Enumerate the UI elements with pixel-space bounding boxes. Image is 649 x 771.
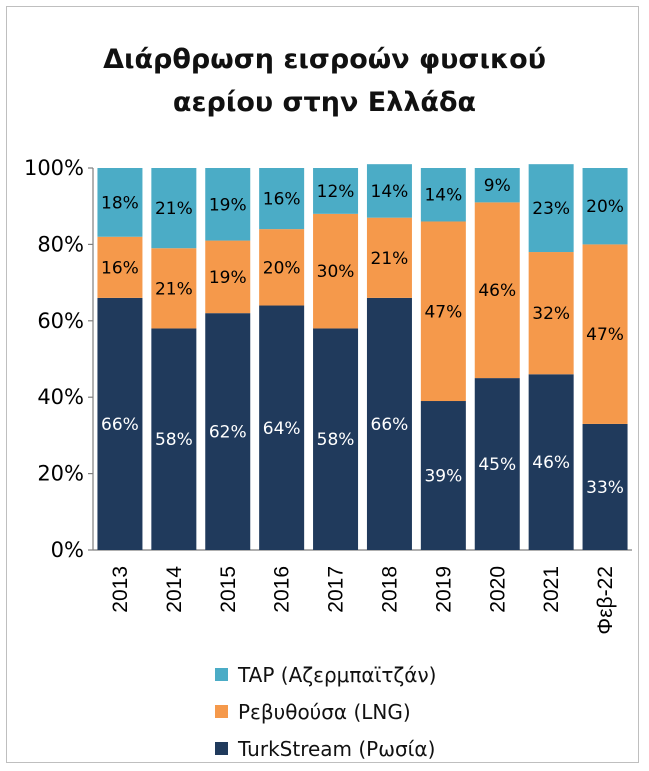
data-label: 46% (478, 281, 516, 301)
data-label: 19% (209, 195, 247, 215)
data-label: 45% (478, 455, 516, 475)
data-label: 21% (155, 279, 193, 299)
bar-segment (205, 313, 251, 550)
chart-title-line-1: Διάρθρωση εισροών φυσικού (103, 44, 546, 75)
bar-segment (259, 229, 305, 306)
bar-segment (259, 305, 305, 550)
bar-segment (420, 168, 466, 222)
data-label: 14% (371, 182, 409, 202)
data-label: 39% (424, 467, 462, 487)
legend-item: TAP (Αζερμπαϊτζάν) (215, 656, 436, 693)
data-label: 20% (263, 258, 301, 278)
bar-segment (528, 164, 574, 253)
data-label: 66% (371, 415, 409, 435)
bar-segment (420, 221, 466, 402)
bar-segment (366, 164, 412, 218)
data-label: 18% (101, 193, 139, 213)
data-label: 21% (155, 199, 193, 219)
x-tick-label: 2016 (271, 566, 294, 613)
legend-label: Ρεβυθούσα (LNG) (238, 699, 411, 724)
data-label: 14% (424, 186, 462, 206)
data-label: 30% (317, 262, 355, 282)
bar-segment (528, 252, 574, 375)
data-label: 66% (101, 415, 139, 435)
legend-swatch (215, 705, 228, 718)
data-label: 47% (586, 325, 624, 345)
x-tick-label: 2015 (217, 566, 240, 613)
chart-title: Διάρθρωση εισροών φυσικού αερίου στην Ελ… (0, 38, 649, 124)
bar-segment (420, 401, 466, 550)
bar-segment (97, 168, 143, 237)
y-tick-label: 0% (51, 538, 84, 562)
data-label: 64% (263, 419, 301, 439)
bar-segment (474, 378, 520, 550)
x-tick-label: 2019 (432, 566, 455, 613)
bar-segment (97, 297, 143, 550)
bar-segment (528, 374, 574, 550)
y-tick-label: 40% (37, 385, 84, 409)
bar-segment (97, 236, 143, 298)
legend-label: TurkStream (Ρωσία) (238, 736, 436, 761)
bar-segment (582, 423, 628, 550)
data-label: 9% (484, 176, 511, 196)
bar-segment (313, 213, 359, 329)
data-label: 20% (586, 197, 624, 217)
bar-segment (474, 202, 520, 379)
legend-swatch (215, 668, 228, 681)
bar-segment (313, 168, 359, 214)
chart-title-line-2: αερίου στην Ελλάδα (172, 87, 477, 118)
data-label: 12% (317, 182, 355, 202)
x-tick-label: 2014 (163, 566, 186, 613)
x-tick-label: 2018 (378, 566, 401, 613)
x-tick-label: 2021 (540, 566, 563, 613)
bar-segment (366, 297, 412, 550)
legend-item: TurkStream (Ρωσία) (215, 730, 436, 767)
y-tick-label: 20% (37, 462, 84, 486)
y-tick-label: 100% (24, 156, 84, 180)
data-label: 58% (317, 430, 355, 450)
bar-segment (151, 328, 197, 550)
bar-segment (582, 244, 628, 424)
data-label: 23% (532, 199, 570, 219)
x-tick-label: Φεβ-22 (594, 566, 617, 635)
bar-segment (366, 217, 412, 298)
data-label: 21% (371, 249, 409, 269)
data-label: 19% (209, 268, 247, 288)
bar-segment (151, 248, 197, 329)
data-label: 46% (532, 453, 570, 473)
data-label: 32% (532, 304, 570, 324)
bar-segment (151, 168, 197, 249)
data-label: 16% (263, 190, 301, 210)
bar-segment (259, 168, 305, 230)
legend-swatch (215, 742, 228, 755)
data-label: 58% (155, 430, 193, 450)
x-tick-label: 2020 (486, 566, 509, 613)
bar-segment (313, 328, 359, 550)
bar-segment (205, 240, 251, 314)
data-label: 62% (209, 423, 247, 443)
x-tick-label: 2017 (325, 566, 348, 613)
data-label: 16% (101, 258, 139, 278)
data-label: 33% (586, 478, 624, 498)
legend-label: TAP (Αζερμπαϊτζάν) (238, 662, 437, 687)
data-label: 47% (424, 302, 462, 322)
bar-segment (205, 168, 251, 241)
x-tick-label: 2013 (109, 566, 132, 613)
y-tick-label: 80% (37, 232, 84, 256)
legend-item: Ρεβυθούσα (LNG) (215, 693, 436, 730)
chart-legend: TAP (Αζερμπαϊτζάν) Ρεβυθούσα (LNG) TurkStr… (215, 656, 436, 767)
y-tick-label: 60% (37, 309, 84, 333)
bar-segment (582, 168, 628, 245)
bar-segment (474, 168, 520, 203)
